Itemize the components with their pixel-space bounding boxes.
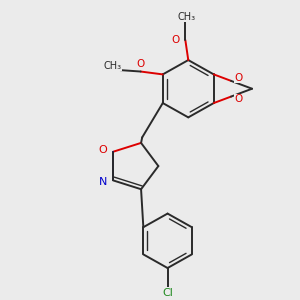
Text: O: O xyxy=(136,58,145,68)
Text: O: O xyxy=(172,35,180,45)
Text: CH₃: CH₃ xyxy=(104,61,122,71)
Text: CH₃: CH₃ xyxy=(178,11,196,22)
Text: N: N xyxy=(99,177,107,187)
Text: Cl: Cl xyxy=(162,288,173,298)
Text: O: O xyxy=(234,94,242,104)
Text: O: O xyxy=(234,73,242,83)
Text: O: O xyxy=(98,145,107,155)
